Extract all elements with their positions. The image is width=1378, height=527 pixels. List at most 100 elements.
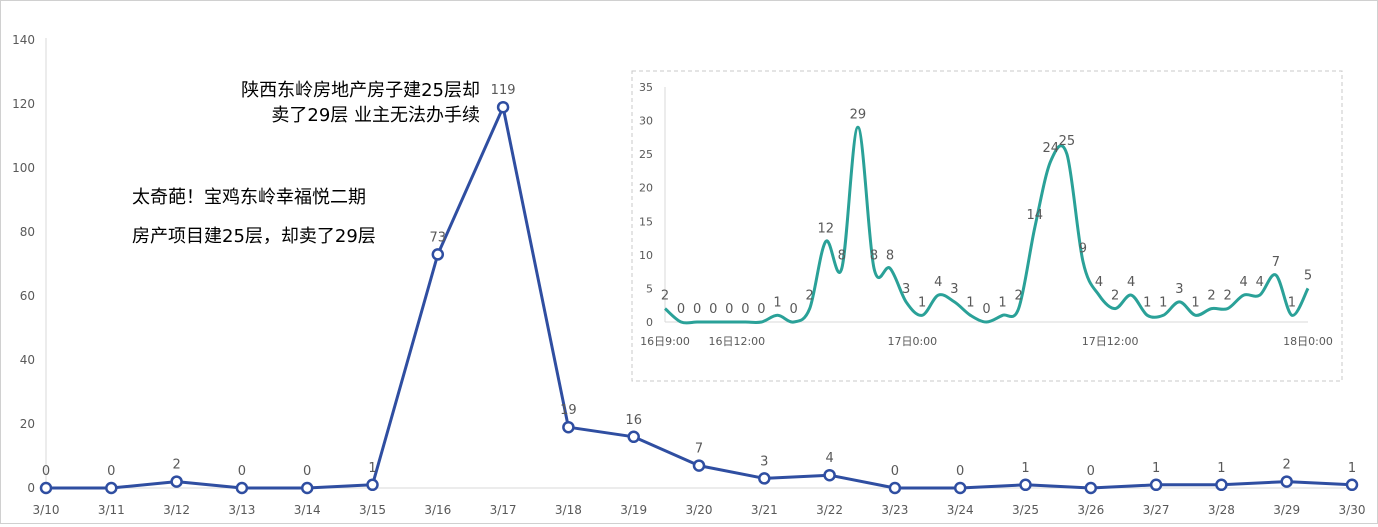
main-x-tick-label: 3/21: [751, 503, 778, 517]
main-data-label: 0: [42, 464, 50, 479]
inset-data-label: 3: [902, 282, 910, 297]
main-data-label: 1: [1348, 461, 1356, 476]
main-data-point: [170, 475, 183, 488]
main-x-tick-label: 3/10: [33, 503, 60, 517]
main-data-point: [1280, 475, 1293, 488]
inset-data-label: 4: [1127, 275, 1135, 290]
main-x-tick-label: 3/13: [228, 503, 255, 517]
main-data-label: 16: [625, 413, 642, 428]
main-y-tick-label: 140: [12, 33, 35, 47]
main-data-point: [758, 472, 771, 485]
inset-frame: [631, 70, 1343, 382]
inset-data-label: 8: [838, 248, 846, 263]
main-data-point: [235, 481, 249, 495]
inset-y-tick-label: 10: [639, 249, 653, 262]
main-x-tick-label: 3/24: [947, 503, 974, 517]
main-y-tick-label: 120: [12, 97, 35, 111]
inset-data-label: 4: [1256, 275, 1264, 290]
inset-data-label: 4: [1095, 275, 1103, 290]
main-data-label: 0: [956, 464, 964, 479]
main-x-tick-label: 3/25: [1012, 503, 1039, 517]
main-x-tick-label: 3/11: [98, 503, 125, 517]
main-data-label: 0: [238, 464, 246, 479]
main-y-tick-label: 40: [20, 353, 35, 367]
main-x-tick-label: 3/18: [555, 503, 582, 517]
inset-x-tick-label: 18日0:00: [1283, 335, 1333, 348]
inset-data-label: 8: [870, 248, 878, 263]
main-x-tick-label: 3/23: [881, 503, 908, 517]
main-data-label: 119: [491, 83, 516, 98]
main-data-label: 1: [1217, 461, 1225, 476]
main-data-label: 73: [430, 230, 447, 245]
inset-data-label: 25: [1059, 134, 1076, 149]
main-data-point: [496, 100, 510, 114]
inset-x-tick-labels: 16日9:00 16日12:00 17日0:00 17日12:00 18日0:00: [640, 335, 1333, 348]
inset-x-tick-label: 16日12:00: [708, 335, 765, 348]
inset-data-label: 5: [1304, 268, 1312, 283]
main-x-tick-labels: 3/10 3/11 3/12 3/13 3/14 3/15 3/16 3/17 3/18 3/19…: [33, 503, 1366, 517]
main-data-point: [366, 478, 379, 492]
inset-data-label: 29: [850, 107, 867, 122]
inset-x-tick-label: 17日0:00: [887, 335, 937, 348]
inset-data-label: 2: [661, 289, 669, 304]
inset-x-tick-label: 16日9:00: [640, 335, 690, 348]
main-x-tick-label: 3/27: [1143, 503, 1170, 517]
main-data-point: [300, 481, 314, 495]
inset-data-label: 0: [757, 302, 765, 317]
main-x-tick-label: 3/16: [424, 503, 451, 517]
inset-data-label: 0: [693, 302, 701, 317]
main-data-label: 3: [760, 454, 768, 469]
main-data-label: 1: [1152, 461, 1160, 476]
inset-data-label: 0: [677, 302, 685, 317]
inset-data-label: 4: [1240, 275, 1248, 290]
main-y-tick-label: 0: [27, 481, 35, 495]
main-x-tick-label: 3/15: [359, 503, 386, 517]
annotation-1-line-2: 卖了29层 业主无法办手续: [271, 105, 480, 126]
main-x-tick-label: 3/17: [490, 503, 517, 517]
inset-y-tick-label: 30: [639, 115, 653, 128]
annotation-1-line-1: 陕西东岭房地产房子建25层却: [241, 80, 480, 101]
main-data-point: [105, 481, 118, 495]
main-data-point: [39, 481, 53, 495]
main-y-tick-label: 80: [20, 225, 35, 239]
inset-data-label: 2: [1207, 289, 1215, 304]
annotation-2-line-1: 太奇葩！宝鸡东岭幸福悦二期: [132, 187, 366, 208]
main-data-point: [1215, 478, 1228, 492]
main-data-point: [1084, 481, 1098, 495]
inset-y-tick-label: 25: [639, 148, 653, 161]
main-data-point: [823, 468, 836, 482]
main-data-label: 0: [107, 464, 115, 479]
inset-x-tick-label: 17日12:00: [1082, 335, 1139, 348]
inset-data-label: 0: [725, 302, 733, 317]
main-data-point: [431, 248, 445, 261]
inset-data-label: 14: [1026, 208, 1043, 223]
main-x-tick-label: 3/19: [620, 503, 647, 517]
inset-data-label: 9: [1079, 242, 1087, 257]
inset-data-label: 1: [1159, 295, 1167, 310]
inset-data-label: 7: [1272, 255, 1280, 270]
inset-data-label: 1: [1143, 295, 1151, 310]
main-data-label: 19: [560, 403, 577, 418]
main-x-tick-label: 3/26: [1077, 503, 1104, 517]
inset-data-label: 8: [886, 248, 894, 263]
inset-data-label: 0: [741, 302, 749, 317]
main-x-tick-label: 3/20: [686, 503, 713, 517]
main-data-label: 7: [695, 442, 703, 457]
inset-data-label: 2: [1111, 289, 1119, 304]
main-data-label: 1: [1021, 461, 1029, 476]
main-data-label: 2: [1283, 458, 1291, 473]
inset-data-label: 4: [934, 275, 942, 290]
main-x-tick-label: 3/29: [1273, 503, 1300, 517]
main-x-tick-label: 3/14: [294, 503, 321, 517]
main-data-point: [562, 420, 575, 434]
inset-data-label: 3: [950, 282, 958, 297]
inset-y-tick-label: 5: [646, 282, 653, 295]
inset-data-label: 1: [1288, 295, 1296, 310]
main-y-tick-label: 100: [12, 161, 35, 175]
inset-data-label: 3: [1175, 282, 1183, 297]
